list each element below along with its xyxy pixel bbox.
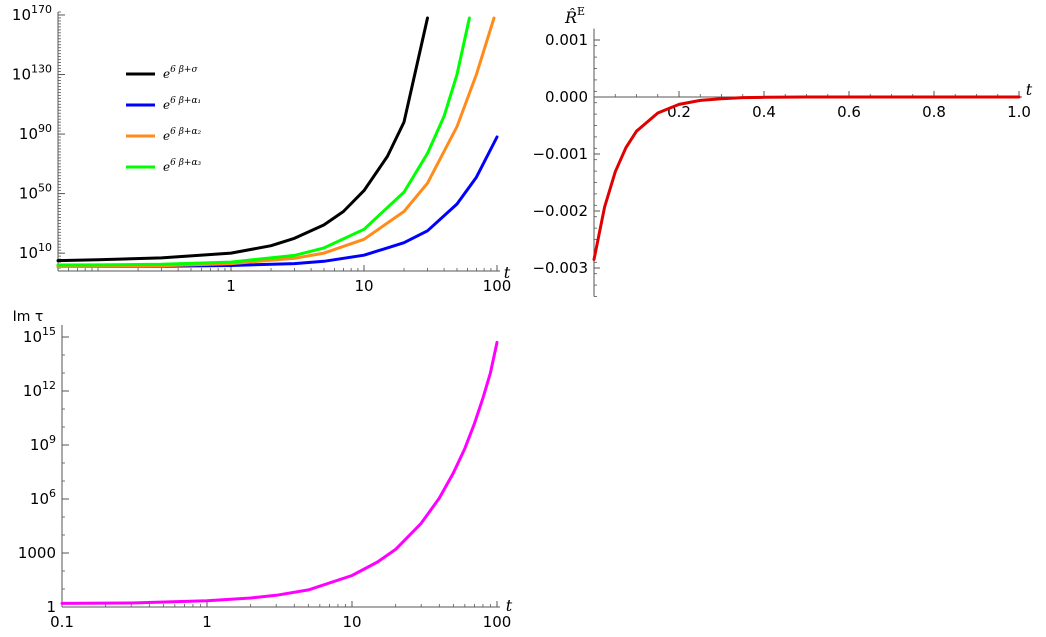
y-tick-label: −0.002 bbox=[532, 202, 588, 220]
legend-label: e6 β+α₁ bbox=[163, 96, 201, 112]
y-tick-label: 109 bbox=[30, 433, 56, 454]
y-tick-label: 1010 bbox=[19, 241, 52, 262]
y-tick-label: 0.001 bbox=[545, 31, 588, 49]
x-tick-label: 100 bbox=[483, 277, 512, 295]
x-tick-label: 1 bbox=[226, 277, 236, 295]
x-tick-label: 10 bbox=[354, 277, 373, 295]
series-line bbox=[56, 135, 499, 268]
chart-top-left: 1 10 100 1010 1050 1090 10130 10170 t e6 β+σ e6 β+… bbox=[12, 3, 511, 295]
series-line bbox=[56, 16, 471, 267]
legend-label: e6 β+α₃ bbox=[163, 158, 202, 174]
y-axis-title: R̂E bbox=[564, 5, 585, 27]
y-tick-label: 1012 bbox=[23, 379, 56, 400]
legend-label: e6 β+σ bbox=[163, 65, 198, 81]
y-tick-label: 1015 bbox=[23, 325, 56, 346]
y-tick-label: 0.000 bbox=[545, 88, 588, 106]
x-tick-label: 0.1 bbox=[50, 613, 74, 631]
y-tick-label: 1090 bbox=[19, 122, 52, 143]
x-tick-label: 0.6 bbox=[837, 103, 861, 121]
series-line bbox=[592, 95, 1021, 261]
series-line bbox=[56, 16, 429, 263]
x-tick-label: 0.4 bbox=[752, 103, 776, 121]
y-tick-label: 1 bbox=[46, 598, 56, 616]
x-tick-label: 10 bbox=[342, 613, 361, 631]
x-axis-title: t bbox=[504, 263, 511, 282]
series-line bbox=[60, 340, 499, 605]
y-tick-label: 106 bbox=[30, 487, 56, 508]
y-tick-label: −0.001 bbox=[532, 145, 588, 163]
y-tick-label: 1050 bbox=[19, 182, 52, 203]
legend-label: e6 β+α₂ bbox=[163, 127, 202, 143]
y-tick-label: 1000 bbox=[18, 544, 56, 562]
x-tick-label: 1 bbox=[202, 613, 212, 631]
x-tick-label: 100 bbox=[483, 613, 512, 631]
y-tick-label: 10170 bbox=[12, 3, 52, 24]
x-tick-label: 1.0 bbox=[1007, 103, 1031, 121]
x-axis-title: t bbox=[1026, 80, 1033, 99]
y-tick-label: −0.003 bbox=[532, 259, 588, 277]
x-tick-label: 0.8 bbox=[922, 103, 946, 121]
y-axis-title: Im τ bbox=[13, 309, 44, 325]
x-axis-title: t bbox=[506, 596, 513, 615]
y-tick-label: 10130 bbox=[12, 63, 52, 84]
